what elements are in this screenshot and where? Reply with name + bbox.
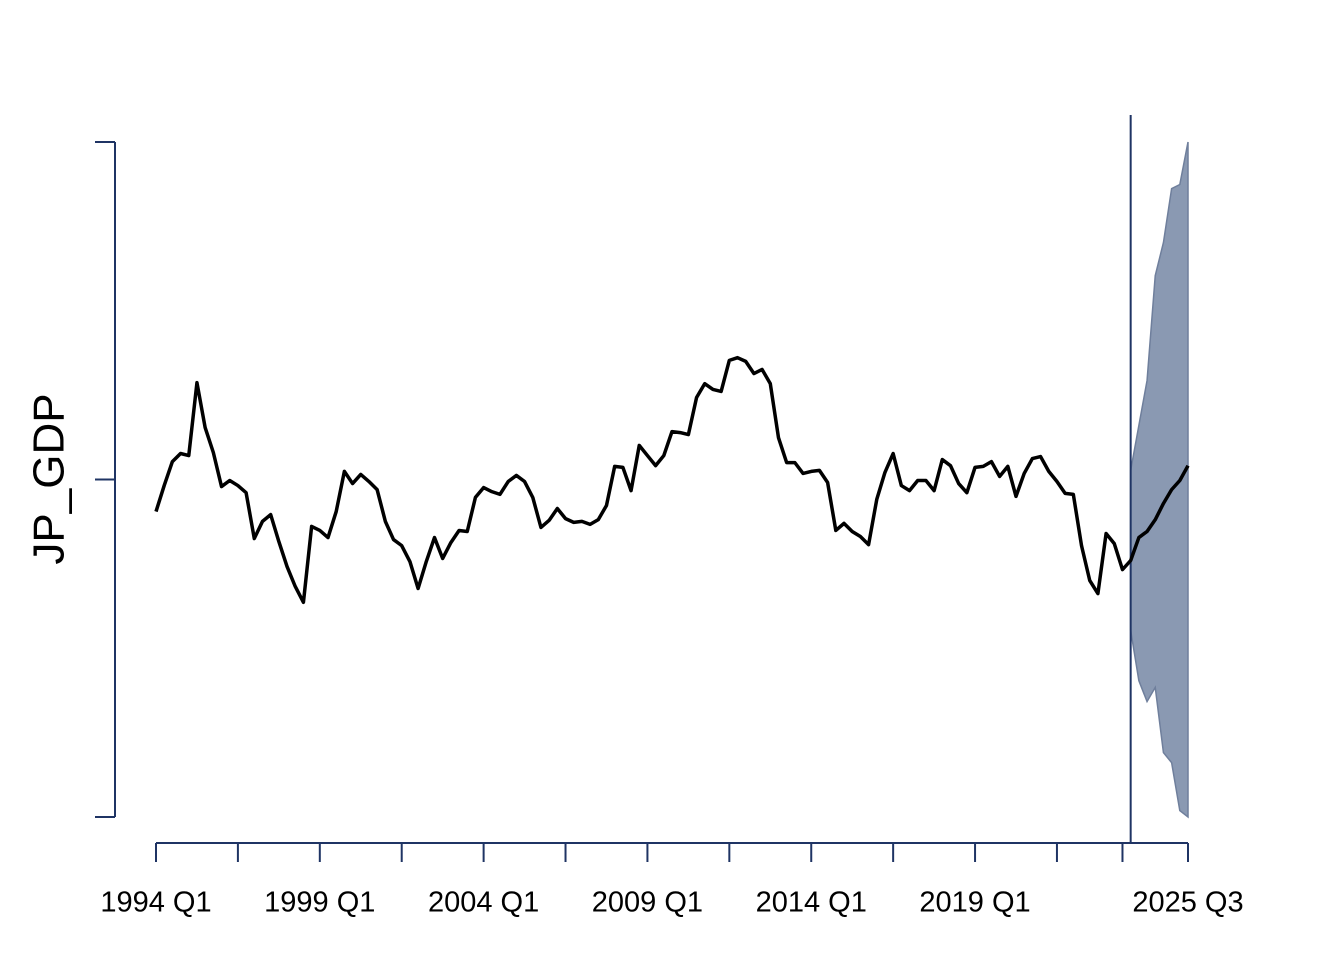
x-tick-label: 2004 Q1 <box>428 887 539 919</box>
x-tick-label: 2009 Q1 <box>592 887 703 919</box>
x-tick-label: 2025 Q3 <box>1132 887 1243 919</box>
y-axis-label: JP_GDP <box>25 393 74 564</box>
forecast-band <box>1129 141 1189 819</box>
x-tick-label: 2019 Q1 <box>919 887 1030 919</box>
x-tick-label: 1994 Q1 <box>100 887 211 919</box>
x-tick-label: 1999 Q1 <box>264 887 375 919</box>
x-tick-label: 2014 Q1 <box>756 887 867 919</box>
series-line <box>154 355 1190 605</box>
